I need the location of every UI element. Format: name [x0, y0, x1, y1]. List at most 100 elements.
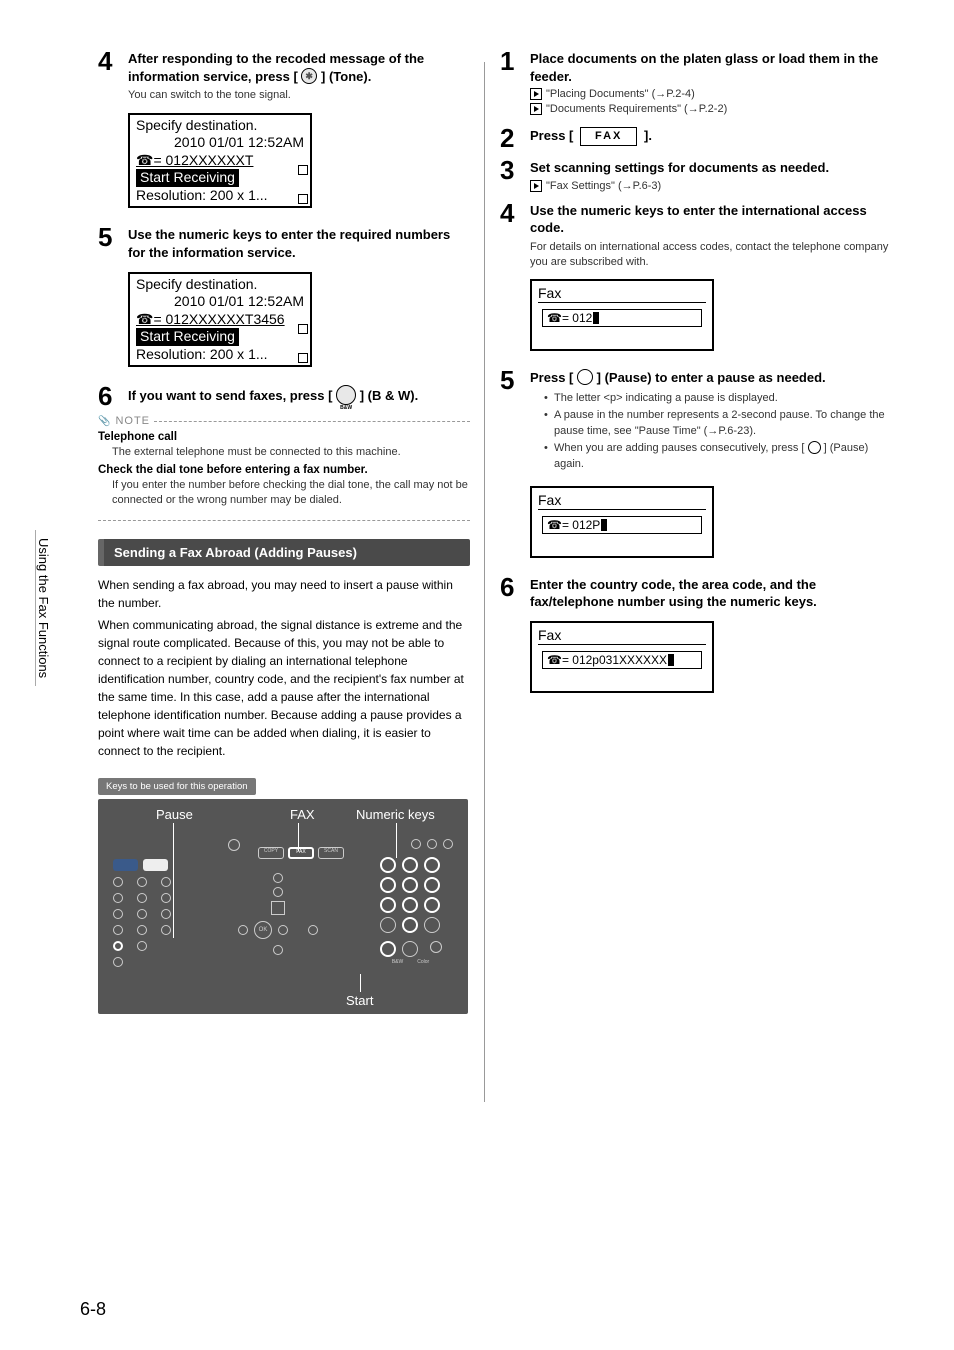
panel-btn-fax: FAX — [288, 847, 314, 859]
scroll-down-icon — [298, 194, 308, 204]
lcd-fax-3: Fax ☎= 012p031XXXXXX — [530, 621, 714, 693]
step-number: 5 — [500, 367, 520, 393]
cursor-icon — [593, 312, 599, 324]
reference-link: "Documents Requirements" (→P.2-2) — [530, 103, 890, 115]
panel-block — [113, 877, 203, 982]
body-paragraph: When communicating abroad, the signal di… — [98, 616, 470, 760]
panel-btn-copy: COPY — [258, 847, 284, 859]
step-number: 3 — [500, 157, 520, 183]
lcd-line: Specify destination. — [136, 117, 304, 135]
panel-label-fax: FAX — [290, 807, 315, 822]
text: After responding to the recoded message … — [128, 51, 424, 84]
fax-key-icon: FAX — [580, 127, 637, 146]
lcd-line: ☎= 012XXXXXXT — [136, 152, 304, 170]
side-tab: Using the Fax Functions — [35, 530, 54, 686]
panel-label-numeric: Numeric keys — [356, 807, 435, 822]
body-paragraph: When sending a fax abroad, you may need … — [98, 576, 470, 612]
pause-key-icon — [808, 441, 821, 454]
ref-icon — [530, 88, 542, 100]
step-number: 2 — [500, 125, 520, 151]
step-title: Use the numeric keys to enter the intern… — [530, 202, 890, 237]
right-step-4: 4 Use the numeric keys to enter the inte… — [500, 202, 890, 270]
ref-text: "Placing Documents" (→P.2-4) — [546, 88, 695, 100]
lcd-field: ☎= 012p031XXXXXX — [542, 651, 702, 669]
left-step-4: 4 After responding to the recoded messag… — [98, 50, 470, 103]
column-divider — [484, 62, 485, 1102]
left-step-5: 5 Use the numeric keys to enter the requ… — [98, 226, 470, 261]
lcd-value: ☎= 012p031XXXXXX — [547, 653, 667, 667]
text: Press [ — [530, 370, 573, 385]
bullet-item: The letter <p> indicating a pause is dis… — [544, 391, 890, 406]
note-text: If you enter the number before checking … — [112, 478, 470, 508]
lcd-display-2: Specify destination. 2010 01/01 12:52AM … — [128, 272, 312, 368]
text: Press [ — [530, 128, 573, 143]
panel-label-start: Start — [346, 993, 373, 1008]
text: ] (Tone). — [321, 69, 371, 84]
lcd-fax-1: Fax ☎= 012 — [530, 279, 714, 351]
step-number: 6 — [98, 383, 118, 409]
right-step-6: 6 Enter the country code, the area code,… — [500, 576, 890, 611]
right-step-3: 3 Set scanning settings for documents as… — [500, 159, 890, 192]
lcd-field: ☎= 012 — [542, 309, 702, 327]
step-number: 4 — [98, 48, 118, 74]
note-bold: Telephone call — [98, 431, 470, 443]
lcd-title: Fax — [538, 627, 706, 645]
lcd-display-1: Specify destination. 2010 01/01 12:52AM … — [128, 113, 312, 209]
panel-numpad: B&WColor — [368, 839, 453, 974]
text: If you want to send faxes, press [ — [128, 388, 332, 403]
right-step-1: 1 Place documents on the platen glass or… — [500, 50, 890, 115]
note-bold: Check the dial tone before entering a fa… — [98, 464, 470, 476]
step-number: 1 — [500, 48, 520, 74]
text: ] (B & W). — [360, 388, 418, 403]
lcd-value: ☎= 012 — [547, 311, 592, 325]
ref-text: "Fax Settings" (→P.6-3) — [546, 180, 661, 192]
lcd-highlight: Start Receiving — [136, 169, 239, 187]
scroll-down-icon — [298, 353, 308, 363]
panel-btn-scan: SCAN — [318, 847, 344, 859]
lcd-line: Resolution: 200 x 1... — [136, 187, 304, 205]
right-column: 1 Place documents on the platen glass or… — [500, 50, 890, 1018]
ref-icon — [530, 103, 542, 115]
lcd-line: ☎= 012XXXXXXT3456 — [136, 311, 304, 329]
lcd-title: Fax — [538, 285, 706, 303]
step-title: After responding to the recoded message … — [128, 50, 470, 85]
step-number: 6 — [500, 574, 520, 600]
step-title: Enter the country code, the area code, a… — [530, 576, 890, 611]
tone-key-icon — [301, 68, 317, 84]
bullet-item: A pause in the number represents a 2-sec… — [544, 408, 890, 439]
lcd-highlight: Start Receiving — [136, 328, 239, 346]
page-content: 4 After responding to the recoded messag… — [0, 0, 954, 1048]
cursor-icon — [601, 519, 607, 531]
text: ]. — [644, 128, 652, 143]
scroll-up-icon — [298, 165, 308, 175]
step-subtext: You can switch to the tone signal. — [128, 88, 470, 103]
cursor-icon — [668, 654, 674, 666]
lcd-line: 2010 01/01 12:52AM — [136, 293, 304, 311]
lcd-field: ☎= 012P — [542, 516, 702, 534]
panel-center: OK — [218, 869, 338, 969]
page-number: 6-8 — [80, 1299, 106, 1320]
operation-panel-diagram: Pause FAX Numeric keys Start — [98, 799, 468, 1014]
lcd-line: 2010 01/01 12:52AM — [136, 134, 304, 152]
step-title: Set scanning settings for documents as n… — [530, 159, 890, 177]
note-header: 📎 NOTE — [98, 415, 470, 427]
panel-block — [113, 859, 138, 871]
step-title: Press [ ] (Pause) to enter a pause as ne… — [530, 369, 890, 387]
step-number: 4 — [500, 200, 520, 226]
right-step-5: 5 Press [ ] (Pause) to enter a pause as … — [500, 369, 890, 476]
ref-text: "Documents Requirements" (→P.2-2) — [546, 103, 727, 115]
bw-start-key-icon: B&W — [336, 385, 356, 405]
step-subtext: For details on international access code… — [530, 240, 890, 270]
ref-icon — [530, 180, 542, 192]
panel-key — [228, 839, 240, 851]
step-title: If you want to send faxes, press [ B&W ]… — [128, 385, 470, 405]
text: ] (Pause) to enter a pause as needed. — [597, 370, 826, 385]
note-text: The external telephone must be connected… — [112, 445, 470, 460]
step-title: Use the numeric keys to enter the requir… — [128, 226, 470, 261]
divider — [98, 520, 470, 521]
callout-line — [360, 974, 361, 992]
section-heading: Sending a Fax Abroad (Adding Pauses) — [98, 539, 470, 566]
reference-link: "Placing Documents" (→P.2-4) — [530, 88, 890, 100]
bullet-list: The letter <p> indicating a pause is dis… — [544, 391, 890, 472]
panel-block — [143, 859, 168, 871]
